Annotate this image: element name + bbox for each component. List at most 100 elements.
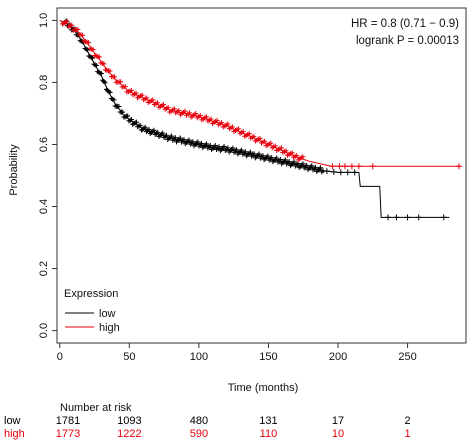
censor-mark <box>122 84 128 90</box>
censor-mark <box>246 131 252 137</box>
legend: Expression low high <box>64 288 120 334</box>
censor-mark <box>139 92 145 98</box>
censor-mark <box>344 169 351 176</box>
risk-value: 110 <box>260 428 278 440</box>
censor-mark <box>186 137 192 143</box>
risk-value: 17 <box>332 415 344 427</box>
censor-mark <box>221 144 227 150</box>
risk-value: 480 <box>190 415 208 427</box>
censor-marks-layer <box>60 18 463 221</box>
censor-mark <box>256 151 262 157</box>
censor-mark <box>120 109 126 115</box>
censor-mark <box>300 154 306 160</box>
y-tick-label: 0.0 <box>38 323 50 338</box>
censor-mark <box>111 97 117 103</box>
censor-mark <box>199 141 205 147</box>
y-tick-label: 0.4 <box>38 199 50 214</box>
censor-mark <box>85 47 91 53</box>
censor-mark <box>336 163 343 170</box>
censor-mark <box>98 71 104 77</box>
censor-mark <box>133 90 139 96</box>
censor-mark <box>150 97 156 103</box>
censor-mark <box>107 68 113 74</box>
censor-mark <box>90 55 96 61</box>
censor-mark <box>257 135 263 141</box>
censor-mark <box>193 111 199 117</box>
censor-mark <box>239 147 245 153</box>
x-tick-label: 150 <box>259 351 277 363</box>
censor-mark <box>144 95 150 101</box>
censor-mark <box>260 153 266 159</box>
risk-value: 2 <box>405 415 411 427</box>
censor-mark <box>393 214 400 221</box>
censor-mark <box>272 143 278 149</box>
censor-mark <box>112 74 118 80</box>
censor-mark <box>102 80 108 86</box>
censor-mark <box>286 159 292 165</box>
legend-title: Expression <box>64 288 118 300</box>
censor-mark <box>385 214 392 221</box>
censor-mark <box>69 22 75 28</box>
censor-mark <box>351 169 358 176</box>
censor-mark <box>128 117 134 123</box>
censor-mark <box>137 122 143 128</box>
censor-mark <box>229 124 235 130</box>
censor-mark <box>190 139 196 145</box>
censor-mark <box>207 142 213 148</box>
censor-mark <box>128 87 134 93</box>
censor-mark <box>312 164 318 170</box>
censor-mark <box>225 121 231 127</box>
x-tick-label: 50 <box>123 351 135 363</box>
censor-mark <box>456 163 463 170</box>
censor-mark <box>101 61 107 67</box>
censor-mark <box>317 165 323 171</box>
censor-mark <box>125 113 131 119</box>
censor-mark <box>283 148 289 154</box>
risk-value: 590 <box>190 428 208 440</box>
censor-mark <box>274 155 280 161</box>
risk-value: 1 <box>405 428 411 440</box>
censor-mark <box>133 119 139 125</box>
censor-mark <box>323 168 330 175</box>
risk-value: 1093 <box>117 415 141 427</box>
censor-mark <box>93 63 99 69</box>
censor-mark <box>204 141 210 147</box>
censor-mark <box>309 163 315 169</box>
censor-mark <box>181 137 187 143</box>
censor-mark <box>242 149 248 155</box>
censor-mark <box>268 140 274 146</box>
censor-mark <box>176 108 182 114</box>
censor-mark <box>216 144 222 150</box>
logrank-annotation: logrank P = 0.00013 <box>356 35 459 47</box>
y-tick-label: 0.6 <box>38 137 50 152</box>
censor-mark <box>64 18 70 24</box>
censor-mark <box>197 112 203 118</box>
censor-mark <box>294 152 300 158</box>
censor-mark <box>195 139 201 145</box>
risk-table-header: Number at risk <box>60 402 132 414</box>
censor-mark <box>177 135 183 141</box>
censor-mark <box>168 133 174 139</box>
censor-mark <box>278 145 284 151</box>
x-tick-label: 100 <box>190 351 208 363</box>
censor-mark <box>265 153 271 159</box>
x-axis-label: Time (months) <box>228 382 299 394</box>
censor-mark <box>75 27 81 33</box>
censor-mark <box>96 54 102 60</box>
risk-value: 131 <box>259 415 277 427</box>
censor-mark <box>269 155 275 161</box>
x-tick-label: 0 <box>57 351 63 363</box>
censor-mark <box>304 162 310 168</box>
censor-mark <box>348 163 355 170</box>
censor-mark <box>118 79 124 85</box>
censor-mark <box>151 127 157 133</box>
risk-row-label: low <box>4 415 21 427</box>
censor-mark <box>320 168 326 174</box>
censor-mark <box>212 143 218 149</box>
censor-mark <box>404 214 411 221</box>
y-axis-label: Probability <box>8 144 20 196</box>
censor-mark <box>415 214 422 221</box>
censor-mark <box>116 103 122 109</box>
censor-mark <box>107 89 113 95</box>
